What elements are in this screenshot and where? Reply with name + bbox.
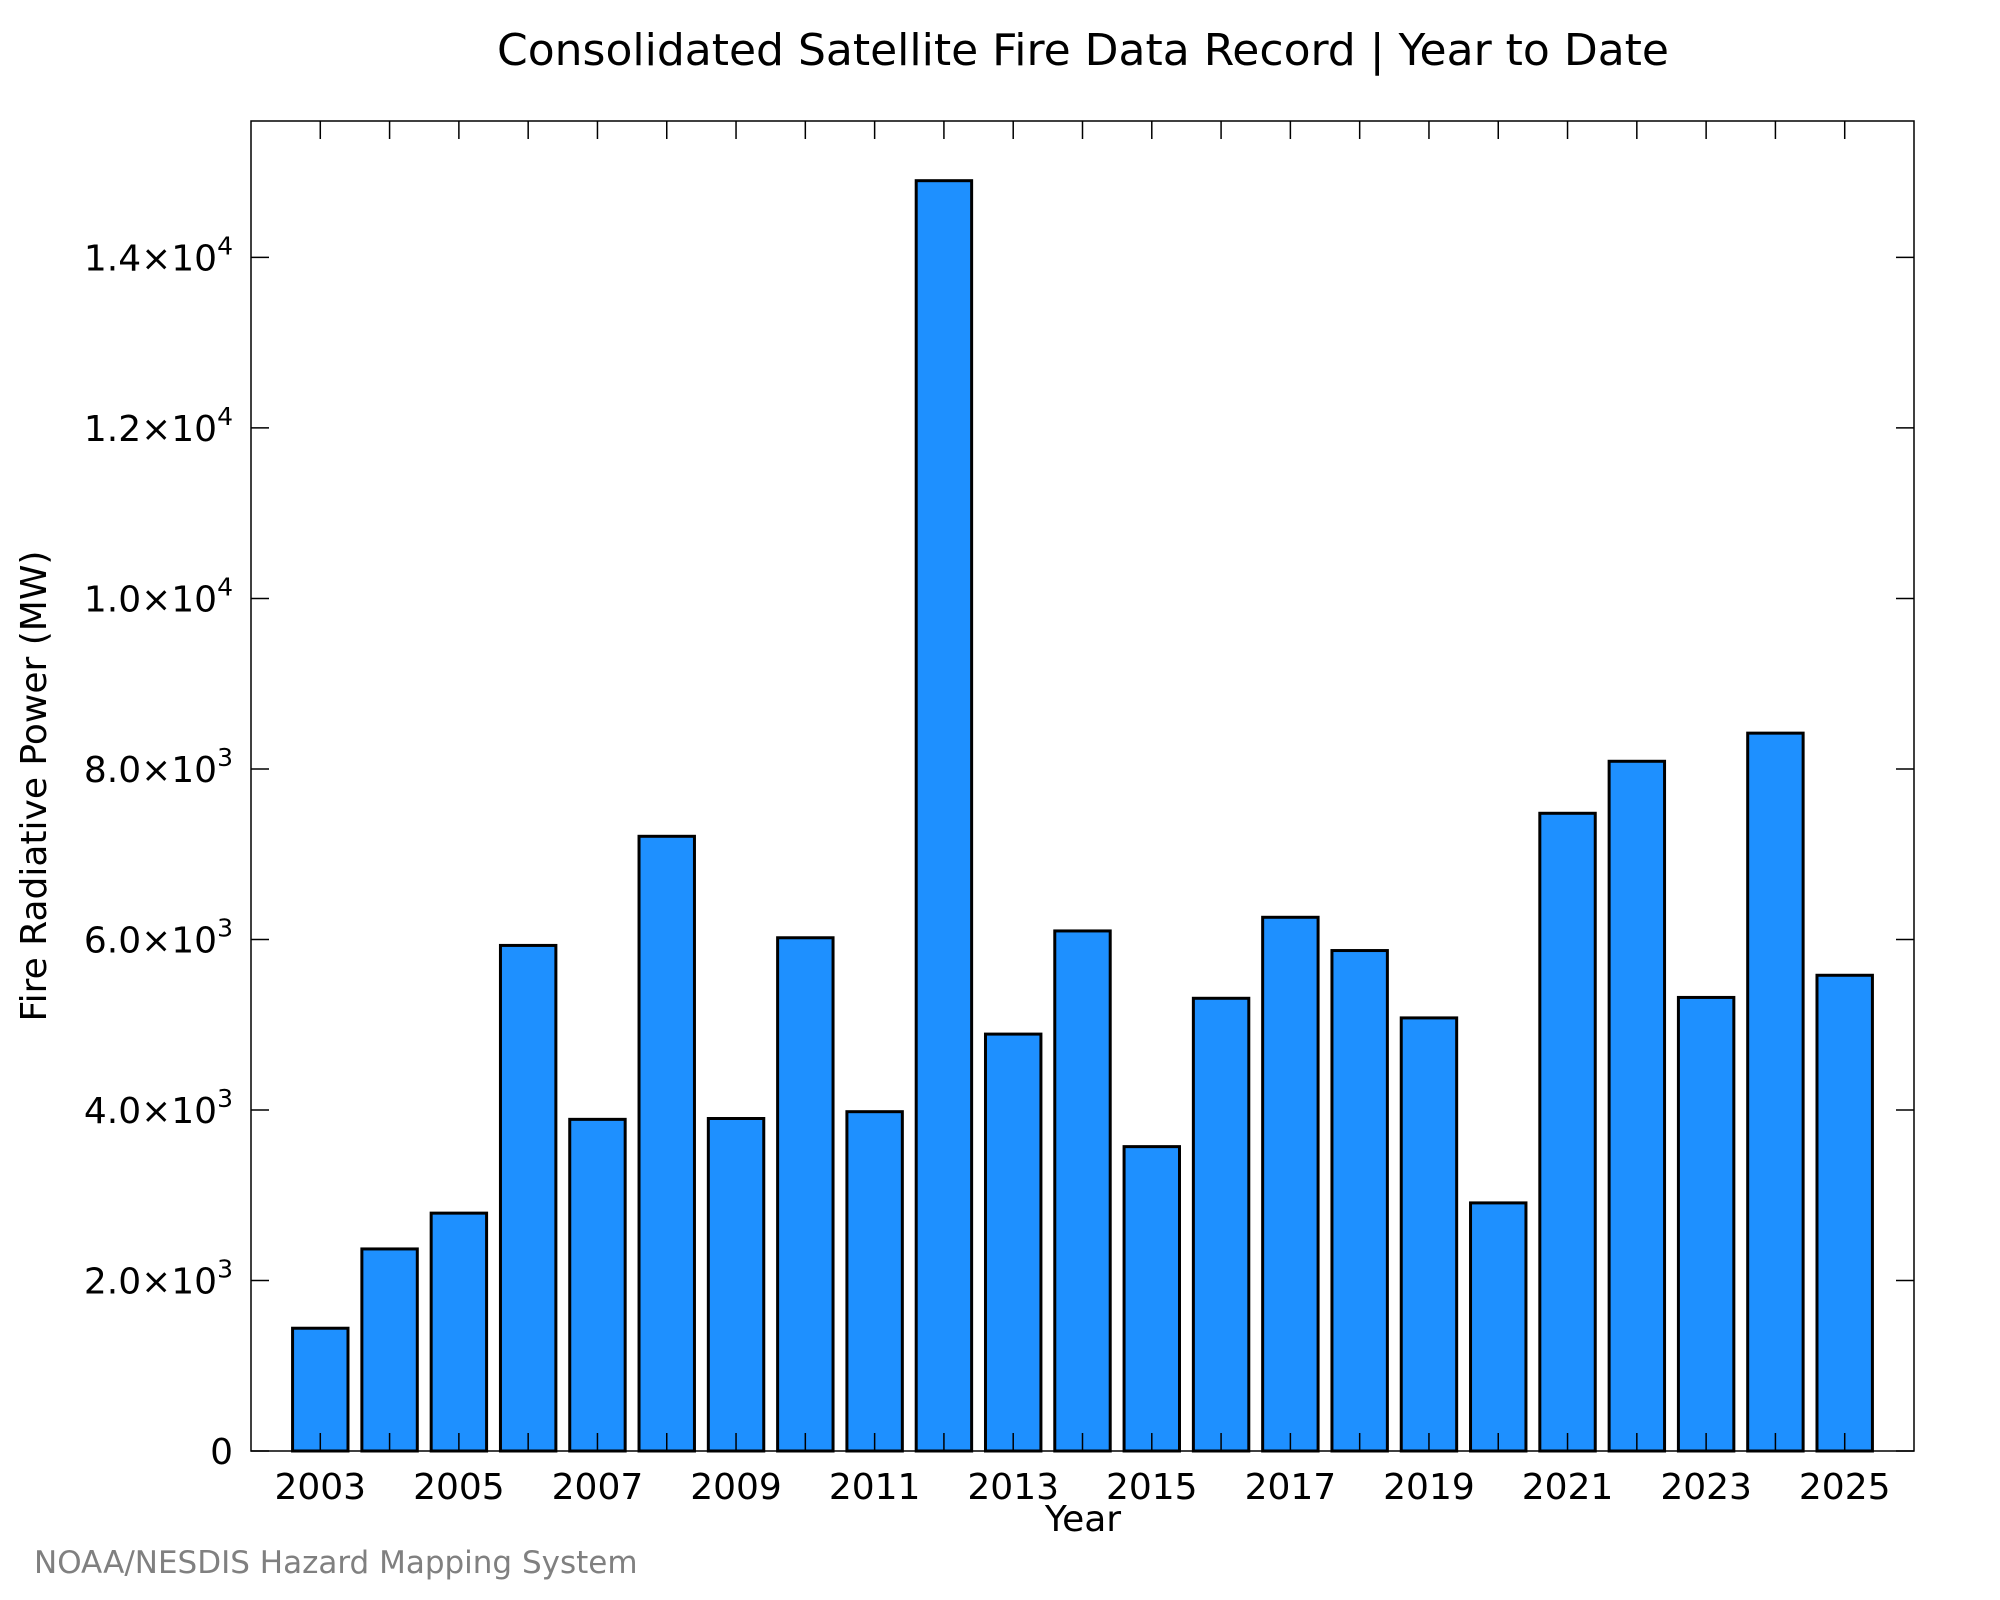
bar-2014: [1053, 929, 1112, 1453]
bar-2015: [1122, 1145, 1181, 1453]
x-tick-label-2019: 2019: [1383, 1467, 1475, 1508]
bar-2022: [1607, 759, 1667, 1453]
bar-2003: [291, 1326, 350, 1453]
bar-2011: [845, 1110, 904, 1453]
bars-group: [291, 179, 1874, 1453]
bar-2023: [1676, 995, 1736, 1453]
bar-2006: [498, 943, 558, 1453]
x-tick-label-2007: 2007: [552, 1467, 644, 1508]
chart-title: Consolidated Satellite Fire Data Record …: [497, 25, 1669, 76]
bar-2020: [1469, 1201, 1528, 1453]
bar-2021: [1538, 811, 1597, 1453]
y-tick-label-10000: 1.0×104: [84, 572, 233, 620]
bar-2010: [776, 936, 835, 1453]
y-axis-ticks: 0 2.0×103 4.0×103 6.0×103 8.0×103 1.0×104 1.2×…: [84, 231, 1914, 1473]
x-tick-label-2011: 2011: [829, 1467, 921, 1508]
y-tick-label-12000: 1.2×104: [84, 402, 233, 450]
x-tick-label-2013: 2013: [967, 1467, 1059, 1508]
bar-2024: [1746, 731, 1805, 1453]
x-tick-label-2021: 2021: [1522, 1467, 1614, 1508]
x-tick-label-2025: 2025: [1799, 1467, 1891, 1508]
x-tick-label-2005: 2005: [413, 1467, 505, 1508]
bar-2013: [983, 1032, 1043, 1453]
bar-2008: [637, 834, 696, 1453]
bar-2012: [914, 179, 974, 1453]
y-tick-label-8000: 8.0×103: [84, 743, 233, 791]
x-tick-label-2023: 2023: [1660, 1467, 1752, 1508]
y-axis-label: Fire Radiative Power (MW): [14, 551, 55, 1022]
bar-2019: [1399, 1016, 1459, 1453]
x-tick-label-2009: 2009: [690, 1467, 782, 1508]
y-tick-label-0: 0: [210, 1432, 233, 1473]
x-tick-label-2003: 2003: [274, 1467, 366, 1508]
y-tick-label-4000: 4.0×103: [84, 1084, 233, 1132]
source-credit: NOAA/NESDIS Hazard Mapping System: [34, 1545, 638, 1581]
y-tick-label-2000: 2.0×103: [84, 1254, 233, 1302]
x-tick-label-2017: 2017: [1245, 1467, 1337, 1508]
y-tick-label-14000: 1.4×104: [84, 231, 233, 279]
bar-2017: [1261, 915, 1320, 1453]
bar-2016: [1191, 996, 1251, 1453]
x-axis-ticks: 2003 2005 2007 2009 2011 2013 2015 2017 2019 2021…: [274, 121, 1891, 1508]
bar-2018: [1330, 949, 1389, 1453]
bar-2009: [706, 1117, 766, 1453]
y-tick-label-6000: 6.0×103: [84, 913, 233, 961]
x-tick-label-2015: 2015: [1106, 1467, 1198, 1508]
bar-2004: [360, 1247, 419, 1453]
bar-2005: [429, 1211, 489, 1453]
bar-2007: [568, 1117, 627, 1453]
x-axis-label: Year: [1044, 1499, 1121, 1540]
bar-2025: [1815, 973, 1874, 1453]
